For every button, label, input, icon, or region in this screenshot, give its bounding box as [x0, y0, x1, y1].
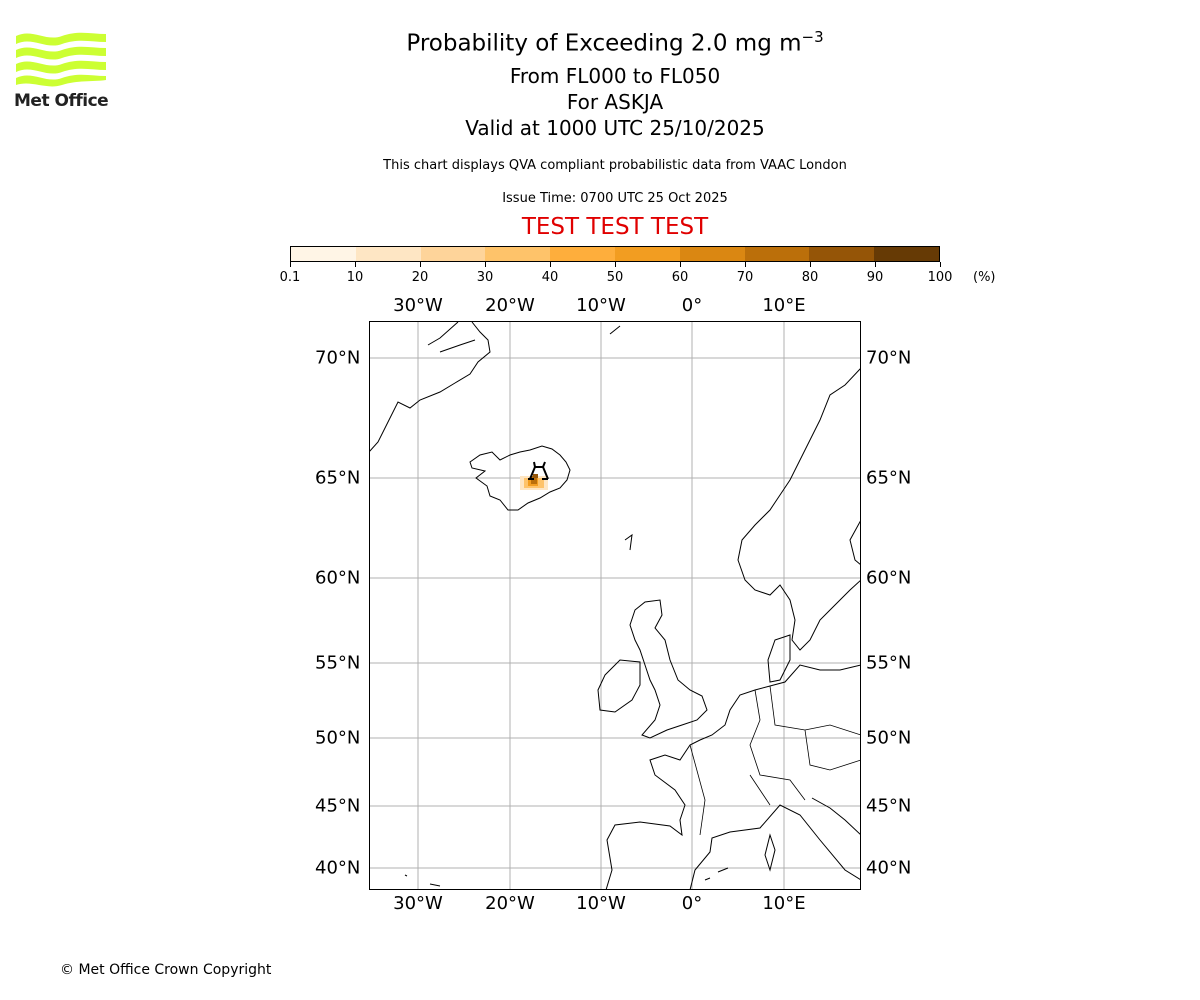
valid-time: Valid at 1000 UTC 25/10/2025	[465, 116, 765, 140]
colorbar-tick-label: 40	[541, 270, 559, 285]
colorbar-tick	[485, 262, 486, 267]
lon-label-bottom: 20°W	[485, 893, 535, 914]
colorbar-tick-label: 20	[411, 270, 429, 285]
colorbar-tick	[355, 262, 356, 267]
small-islands	[404, 874, 441, 887]
colorbar-tick	[550, 262, 551, 267]
europe-coast	[605, 664, 861, 890]
lat-label-left: 55°N	[315, 652, 361, 674]
lat-label-right: 65°N	[866, 467, 912, 489]
corsica-sardinia	[764, 833, 776, 872]
colorbar-segment	[679, 247, 745, 261]
copyright: © Met Office Crown Copyright	[60, 962, 272, 978]
iceland-coast	[469, 445, 571, 511]
colorbar-tick	[940, 262, 941, 267]
lon-label-bottom: 30°W	[393, 893, 443, 914]
lon-label-top: 0°	[681, 295, 703, 316]
colorbar-tick-label: 0.1	[279, 270, 301, 285]
lat-label-left: 45°N	[315, 795, 361, 817]
colorbar-segment	[485, 247, 551, 261]
lat-label-left: 65°N	[315, 467, 361, 489]
faroe-islands	[624, 533, 633, 551]
lat-label-right: 60°N	[866, 567, 912, 589]
lon-label-bottom: 10°W	[576, 893, 626, 914]
colorbar-segment	[874, 247, 939, 261]
greenland-coast	[369, 321, 491, 453]
colorbar-tick-label: 90	[866, 270, 884, 285]
denmark-coast	[767, 634, 791, 683]
colorbar-segment	[614, 247, 680, 261]
colorbar-tick	[615, 262, 616, 267]
lon-label-top: 10°W	[576, 295, 626, 316]
colorbar-tick-label: 70	[736, 270, 754, 285]
gridlines	[369, 321, 861, 890]
colorbar-segment	[420, 247, 486, 261]
colorbar-segment	[809, 247, 875, 261]
lat-label-left: 40°N	[315, 857, 361, 879]
colorbar-tick	[680, 262, 681, 267]
colorbar-tick-label: 60	[671, 270, 689, 285]
ash-probability-field	[520, 474, 548, 490]
lon-label-top: 10°E	[762, 295, 806, 316]
lon-label-top: 30°W	[393, 295, 443, 316]
colorbar-tick-label: 80	[801, 270, 819, 285]
colorbar-tick	[875, 262, 876, 267]
colorbar-tick-label: 100	[927, 270, 953, 285]
colorbar-unit: (%)	[973, 270, 996, 285]
coastlines	[369, 321, 861, 890]
title-main: Probability of Exceeding 2.0 mg m	[406, 30, 802, 57]
jan-mayen	[609, 325, 621, 335]
colorbar-tick	[290, 262, 291, 267]
volcano-name: For ASKJA	[566, 90, 664, 114]
chart-description: This chart displays QVA compliant probab…	[383, 158, 847, 173]
lat-label-left: 50°N	[315, 727, 361, 749]
colorbar-tick-label: 10	[346, 270, 364, 285]
colorbar-segment	[744, 247, 810, 261]
lat-label-right: 70°N	[866, 347, 912, 369]
test-banner: TEST TEST TEST	[521, 214, 709, 240]
lat-label-left: 70°N	[315, 347, 361, 369]
ireland-coast	[597, 659, 641, 713]
colorbar-tick-label: 30	[476, 270, 494, 285]
colorbar-segment	[550, 247, 615, 261]
volcano-marker-icon	[528, 461, 549, 480]
lon-label-bottom: 0°	[681, 893, 703, 914]
colorbar-tick-label: 50	[606, 270, 624, 285]
colorbar-tick	[745, 262, 746, 267]
colorbar-tick	[810, 262, 811, 267]
colorbar-segment	[291, 247, 356, 261]
issue-time: Issue Time: 0700 UTC 25 Oct 2025	[502, 191, 728, 206]
title-unit-exponent: −3	[801, 28, 824, 46]
lon-label-bottom: 10°E	[762, 893, 806, 914]
met-office-logo-icon	[16, 32, 106, 87]
colorbar-segment	[355, 247, 421, 261]
colorbar-tick	[420, 262, 421, 267]
scandinavia-coast	[737, 367, 861, 651]
map-panel	[369, 321, 861, 890]
lat-label-left: 60°N	[315, 567, 361, 589]
map-frame	[369, 321, 861, 890]
lat-label-right: 40°N	[866, 857, 912, 879]
met-office-logo-text: Met Office	[14, 91, 109, 111]
uk-coast	[629, 599, 708, 739]
balearics	[704, 867, 729, 881]
chart-title: Probability of Exceeding 2.0 mg m−3	[0, 28, 1200, 57]
lat-label-right: 55°N	[866, 652, 912, 674]
lon-label-top: 20°W	[485, 295, 535, 316]
lat-label-right: 50°N	[866, 727, 912, 749]
colorbar	[290, 246, 940, 262]
lat-label-right: 45°N	[866, 795, 912, 817]
country-borders	[689, 685, 861, 836]
flight-levels: From FL000 to FL050	[509, 64, 721, 88]
